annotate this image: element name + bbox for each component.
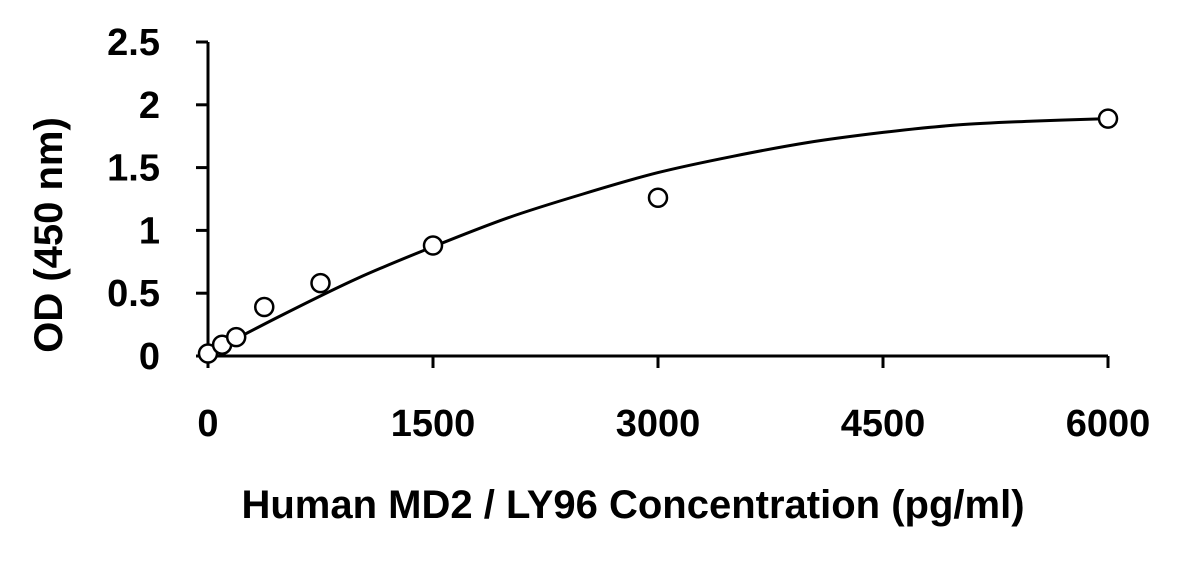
data-points: [197, 108, 1119, 364]
data-point: [225, 326, 247, 348]
y-axis-ticks: 0 0.5 1 1.5 2 2.5: [107, 22, 208, 378]
x-tick-label: 6000: [1066, 403, 1151, 445]
axes: 0 0.5 1 1.5 2 2.5 0 1500 3000 4500 6000: [107, 22, 1150, 445]
y-tick-label: 2: [139, 85, 160, 127]
data-point: [310, 272, 331, 294]
x-axis-title: Human MD2 / LY96 Concentration (pg/ml): [241, 483, 1024, 527]
y-tick-label: 0.5: [107, 273, 160, 315]
y-tick-label: 2.5: [107, 22, 160, 64]
x-tick-label: 3000: [616, 403, 701, 445]
data-point: [647, 187, 669, 208]
data-point: [254, 296, 275, 318]
y-tick-label: 0: [139, 336, 160, 378]
x-axis-ticks: 0 1500 3000 4500 6000: [197, 356, 1150, 445]
data-point: [422, 235, 444, 256]
x-tick-label: 4500: [841, 403, 926, 445]
data-point: [1097, 108, 1119, 129]
y-axis-title: OD (450 nm): [27, 117, 71, 353]
fit-curve: [207, 117, 1109, 355]
x-tick-label: 1500: [391, 403, 476, 445]
x-tick-label: 0: [197, 403, 218, 445]
y-tick-label: 1: [139, 210, 160, 252]
y-tick-label: 1.5: [107, 148, 160, 190]
